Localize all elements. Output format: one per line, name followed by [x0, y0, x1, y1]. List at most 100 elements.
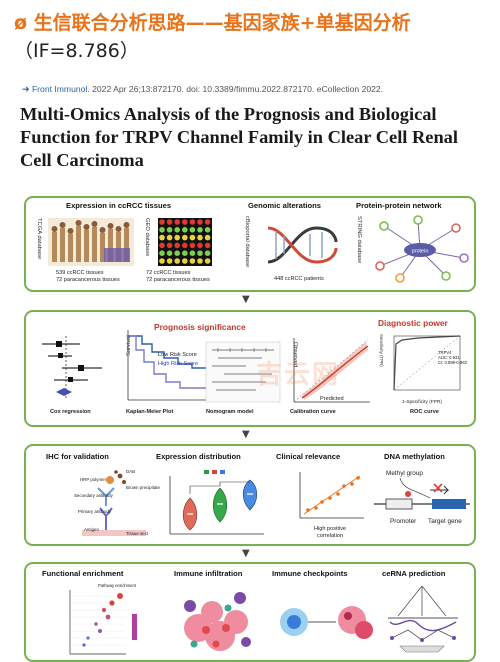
citation-details: 2022 Apr 26;13:872170. doi: 10.3389/fimm…	[92, 84, 384, 94]
enrichment-dot	[101, 607, 107, 613]
heatmap-dot	[204, 242, 211, 249]
roc-y-label: Sensitivity (TPR)	[379, 334, 384, 367]
heatmap-dot	[174, 250, 180, 256]
ihc-label: Secondary antibody	[74, 493, 113, 498]
down-arrow-icon: ▼	[242, 294, 250, 305]
ihc-label: Tissue sect	[126, 531, 149, 536]
diagnostic-title: Diagnostic power	[378, 318, 448, 328]
ihc-label: Antigen	[84, 527, 99, 532]
km-label: Kaplan-Meier Plot	[126, 409, 174, 415]
heatmap-dot	[204, 250, 211, 256]
heatmap-dot	[166, 234, 173, 241]
down-arrow-icon: ▼	[242, 429, 250, 440]
cox-label: Cox regression	[50, 409, 91, 415]
heatmap-dot	[189, 227, 196, 233]
enrichment-dot	[117, 593, 123, 599]
expression-title: Expression in ccRCC tissues	[66, 201, 172, 210]
enrichment-dot	[82, 643, 86, 647]
enrichment-dot	[86, 636, 90, 640]
nomogram-icon	[205, 341, 281, 403]
heatmap-dot	[197, 250, 203, 256]
panel-mechanisms: Functional enrichment Immune infiltratio…	[24, 562, 476, 662]
km-low-legend: Low Risk Score	[158, 352, 197, 358]
roc-x-label: 1-Specificity (FPR)	[402, 400, 442, 405]
paper-title-line1: Multi-Omics Analysis of the Prognosis an…	[20, 104, 437, 124]
heatmap-dot	[204, 258, 211, 264]
functional-title: Functional enrichment	[42, 569, 124, 578]
cbio-db-label: cBioportal database	[244, 216, 250, 268]
heatmap-dot	[197, 234, 203, 241]
rna-network-icon	[388, 585, 458, 653]
dna-helix-icon	[267, 226, 338, 264]
tcga-caption: 539 ccRCC tissues 72 paracancerous tissue…	[56, 270, 120, 283]
methyl-group-label: Methyl group	[386, 470, 423, 477]
heatmap-dot	[197, 227, 203, 233]
heatmap-dot	[174, 258, 180, 264]
heatmap-dot	[197, 242, 203, 249]
promoter-label: Promoter	[390, 518, 417, 525]
enrichment-dot	[105, 614, 111, 620]
calibration-icon	[293, 338, 370, 403]
panel-validation: IHC for validation Expression distributi…	[24, 444, 476, 546]
paper-title-line2: Function for TRPV Channel Family in Clea…	[20, 127, 458, 147]
heatmap-dot	[159, 227, 165, 233]
heatmap-dot	[166, 219, 173, 225]
nomogram-label: Nomogram model	[206, 409, 254, 415]
heatmap-dot	[174, 234, 180, 241]
heatmap-dot	[189, 219, 196, 225]
heatmap-dot	[197, 219, 203, 225]
citation-journal: Front Immunol.	[31, 84, 90, 94]
roc-legend: TRPV4 AUC: 0.931 CI: 0.899-0.963	[438, 350, 467, 365]
ppi-center-label: protein	[412, 249, 429, 255]
citation: ➜ Front Immunol. 2022 Apr 26;13:872170. …	[22, 84, 383, 95]
ihc-label: Brown precipitate	[126, 485, 160, 490]
enrichment-dot	[94, 622, 98, 626]
heatmap-dot	[197, 258, 203, 264]
checkpoint-binding-icon	[280, 606, 373, 639]
link-arrow-icon: ➜	[22, 84, 30, 94]
ihc-label: HRP polymer	[80, 477, 107, 482]
km-y-label: Survival	[126, 335, 132, 356]
paper-title-line3: Cell Carcinoma	[20, 150, 144, 170]
expr-title: Expression distribution	[156, 452, 241, 461]
heatmap-dot	[159, 250, 165, 256]
clinical-title: Clinical relevance	[276, 452, 341, 461]
km-high-legend: High Risk Score	[158, 361, 199, 367]
protein-network-icon: protein	[375, 215, 469, 283]
genomic-title: Genomic alterations	[248, 201, 322, 210]
pathway-label: Pathway enrichment	[98, 583, 136, 588]
cbio-caption: 448 ccRCC patients	[274, 276, 324, 282]
immune-inf-title: Immune infiltration	[174, 569, 243, 578]
heatmap-dot	[182, 242, 188, 249]
header-line1: ø 生信联合分析思路——基因家族+单基因分析	[14, 12, 411, 34]
heatmap-dot	[159, 258, 165, 264]
heatmap-dot	[174, 227, 180, 233]
ihc-antibody-icon	[82, 470, 146, 536]
roc-curve-icon	[393, 335, 461, 391]
enrichment-dot	[109, 600, 115, 606]
heatmap-dot	[166, 258, 173, 264]
panel-prognosis: Prognosis significance Diagnostic power …	[24, 310, 476, 427]
heatmap-dot	[204, 219, 211, 225]
heatmap-dot	[182, 250, 188, 256]
forest-plot-icon	[42, 336, 102, 398]
enrichment-dotplot-icon	[69, 590, 137, 655]
down-arrow-icon: ▼	[242, 548, 250, 559]
heatmap-dot	[189, 250, 196, 256]
geo-db-label: GEO database	[144, 218, 150, 257]
watermark: 吉云网	[256, 360, 341, 390]
ihc-label: DAB	[126, 469, 136, 474]
heatmap-dot	[166, 227, 173, 233]
panel-data-sources: Expression in ccRCC tissues Genomic alte…	[24, 196, 476, 292]
heatmap-dot	[166, 242, 173, 249]
heatmap-dot	[204, 234, 211, 241]
heatmap-dot	[174, 219, 180, 225]
immune-chk-title: Immune checkpoints	[272, 569, 348, 578]
ihc-title: IHC for validation	[46, 452, 109, 461]
roc-label: ROC curve	[410, 409, 439, 415]
geo-caption: 72 ccRCC tissues 72 paracancerous tissues	[146, 270, 210, 283]
heatmap-dot	[182, 234, 188, 241]
prognosis-title: Prognosis significance	[154, 322, 246, 332]
heatmap-dot	[166, 250, 173, 256]
calibration-label: Calibration curve	[290, 409, 336, 415]
